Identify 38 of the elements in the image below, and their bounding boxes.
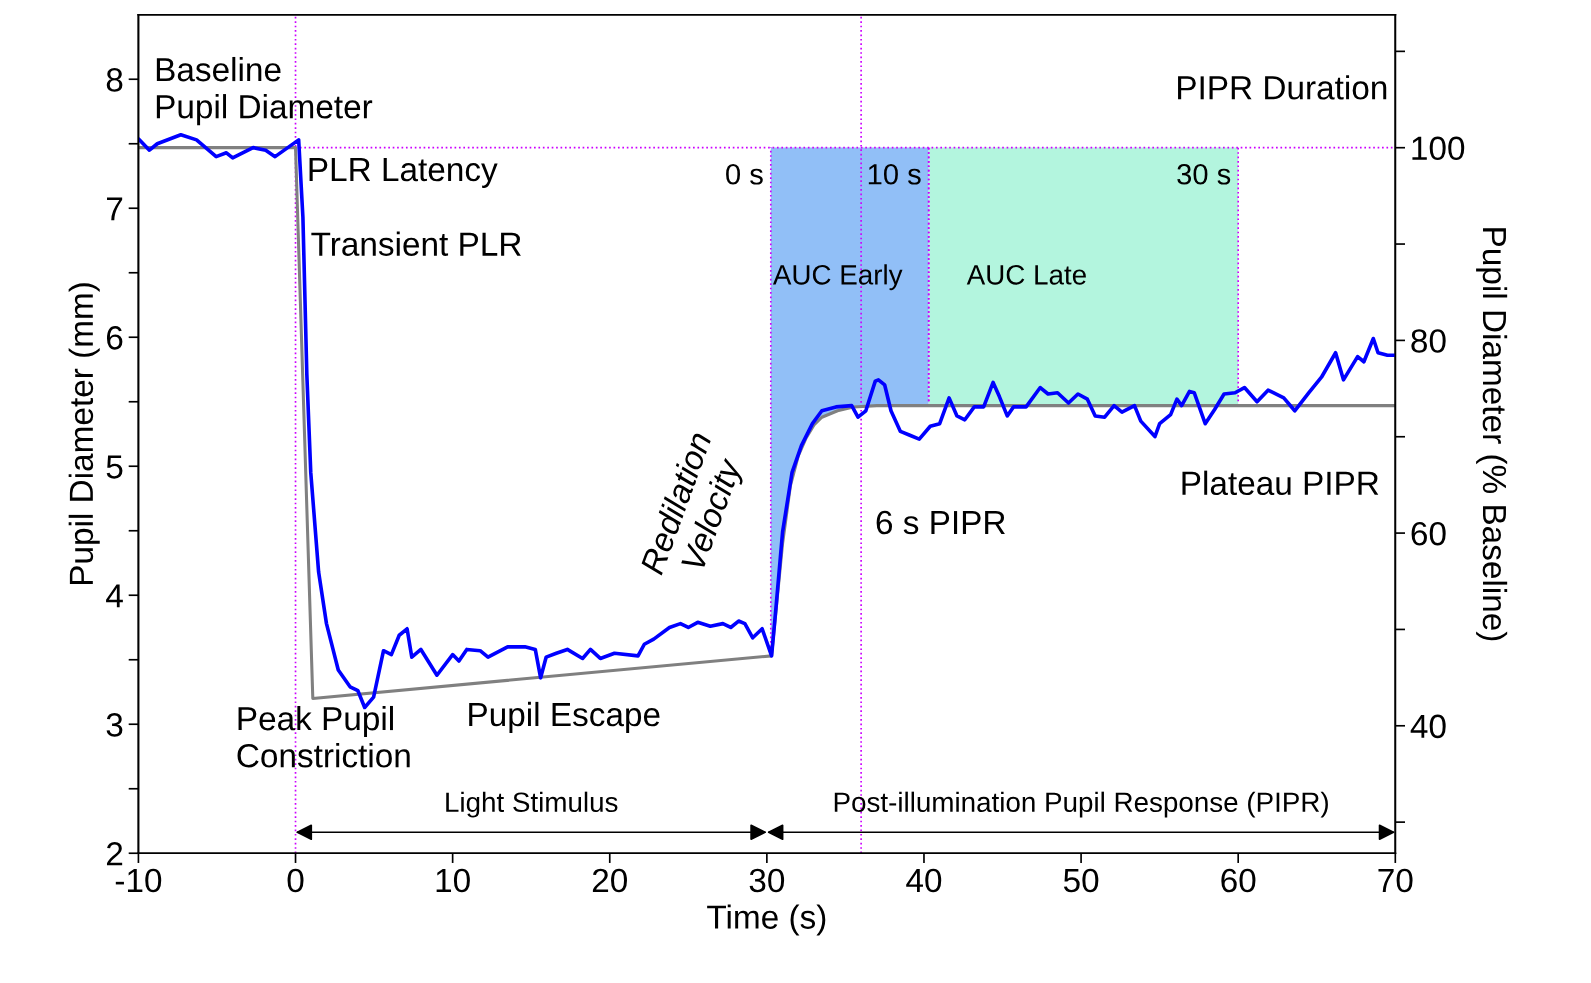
x-tick-label: 50 [1063,868,1099,893]
y-tick-label: 5 [106,455,123,479]
x-axis-title: Time (s) [707,904,826,936]
x-tick-label: 10 [436,868,470,893]
annotation: Transient PLR [311,231,521,256]
annotation: Pupil Escape [469,701,660,733]
y2-tick-label: 40 [1410,714,1446,739]
annotation: 6 s PIPR [876,510,1005,535]
annotation: Post-illumination Pupil Response (PIPR) [834,791,1328,818]
x-tick-label: 0 [287,868,304,893]
y-tick-label: 3 [106,713,123,737]
y-tick-label: 8 [106,68,123,92]
annotation: Plateau PIPR [1182,470,1379,496]
y-tick-label: 4 [106,584,123,608]
annotation: AUC Late [966,264,1086,285]
x-tick-label: 40 [906,868,942,893]
y2-tick-label: 80 [1411,329,1446,353]
annotation: 30 s [1177,163,1231,185]
annotation: 0 s [726,163,763,185]
x-tick-label: 30 [749,868,785,893]
annotation: Light Stimulus [446,791,618,818]
y2-tick-label: 60 [1411,521,1446,546]
annotation: AUC Early [772,264,903,291]
x-tick-label: 70 [1378,868,1413,893]
annotation: PLR Latency [309,158,498,188]
y-tick-label: 6 [106,326,123,350]
y-tick-label: 7 [107,197,123,221]
annotation: Peak Pupil Constriction [237,705,410,768]
y-tick-label: 2 [106,842,123,866]
annotation: Baseline Pupil Diameter [156,56,373,126]
y-axis-title: Pupil Diameter (mm) [68,283,100,585]
annotation: 10 s [868,163,921,185]
y2-axis-title: Pupil Diameter (% Baseline) [1476,228,1508,641]
x-tick-label: 20 [592,868,627,893]
x-tick-label: 60 [1221,868,1256,893]
annotation: PIPR Duration [1178,75,1387,100]
x-tick-label: -10 [115,868,162,893]
y2-tick-label: 100 [1412,136,1465,161]
